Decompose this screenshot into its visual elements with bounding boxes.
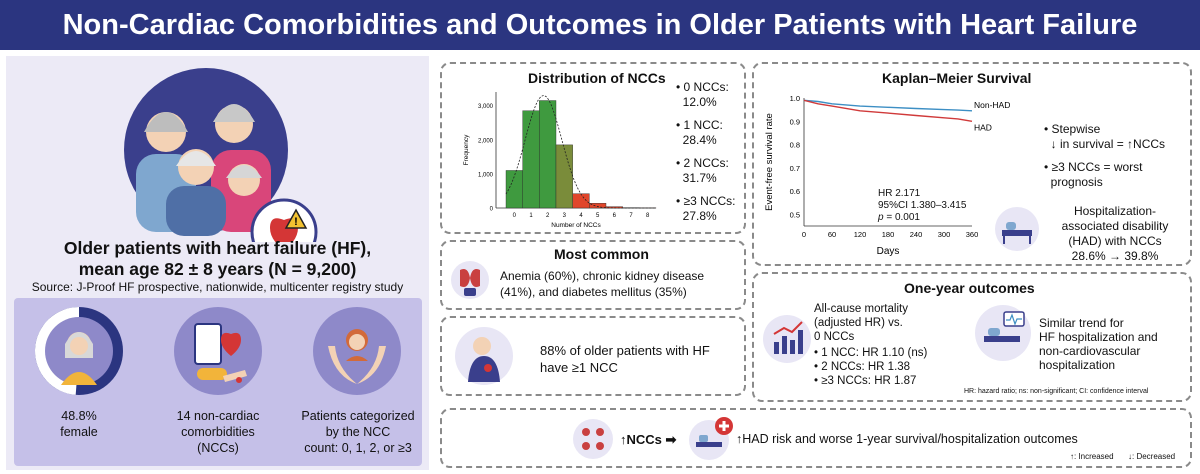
svg-text:!: ! [294,216,298,228]
x-tick-label: 0 [802,230,806,239]
y-tick-label: 1.0 [790,94,800,103]
elderly-patients-illustration: ! [124,68,318,242]
y-tick-label: 2,000 [478,138,494,144]
organs-small-icon [573,419,613,459]
legend-decreased: ↓: Decreased [1128,452,1176,461]
legend-label-had: HAD [974,122,992,132]
y-tick-label: 0.7 [790,164,800,173]
histogram-bar [522,110,540,209]
headline-line-2: mean age 82 ± 8 years (N = 9,200) [78,259,357,279]
trend-text: Similar trend for HF hospitalization and n… [1039,316,1158,372]
source-text: Source: J-Proof HF prospective, nationwi… [31,280,404,294]
organs-icon [451,261,489,299]
km-bullets: • Stepwise ↓ in survival = ↑NCCs • ≥3 NC… [1044,122,1166,189]
histogram-bar [572,193,590,209]
x-tick-label: 2 [546,213,550,219]
left-panel: ! Older patients with heart failure (HF)… [6,56,429,470]
distribution-title: Distribution of NCCs [528,70,666,86]
outcomes-box: One-year outcomes All-cause mortality (ad… [752,272,1192,402]
page-title: Non-Cardiac Comorbidities and Outcomes i… [0,0,1200,50]
had-hospital-icon [689,417,733,460]
survival-line-had [803,99,973,122]
histogram-bar [589,203,607,209]
x-tick-label: 7 [629,213,633,219]
distribution-bullets: • 0 NCCs: 12.0% • 1 NCC: 28.4% • 2 NCCs:… [676,80,746,224]
y-tick-label: 1,000 [478,172,494,178]
mortality-bar-icon [763,315,811,363]
headline-line-1: Older patients with heart failure (HF), [63,238,372,258]
y-tick-label: 3,000 [478,104,494,110]
x-tick-label: 6 [613,213,617,219]
prevalence-box: 88% of older patients with HF have ≥1 NCC [440,316,746,396]
patient-chest-pain-icon [455,327,513,385]
stat-category-text: Patients categorized by the NCC count: 0, … [301,409,415,455]
bullet-1: • 1 NCC: 28.4% [676,118,723,147]
hospitalization-icon [975,305,1031,361]
x-axis-label: Number of NCCs [551,222,601,229]
most-common-title: Most common [554,246,649,262]
y-tick-label: 0.5 [790,210,800,219]
x-tick-label: 300 [938,230,951,239]
x-tick-label: 5 [596,213,600,219]
km-stats: HR 2.171 95%CI 1.380–3.415 p = 0.001 [878,188,967,223]
y-axis-label: Event-free survival rate [764,113,775,211]
x-tick-label: 240 [910,230,923,239]
patient-hands-icon [313,307,401,395]
most-common-box: Most common Anemia (60%), chronic kidney… [440,240,746,310]
legend-increased: ↑: Increased [1070,452,1114,461]
x-tick-label: 360 [966,230,979,239]
histogram-bar [555,144,573,209]
summary-box: ↑NCCs ➡ ↑HAD risk and worse 1-year survi… [440,408,1192,468]
x-tick-label: 60 [828,230,836,239]
stats-panel: 48.8% female 14 non-cardiac comorbidities(… [14,298,422,466]
female-donut-chart [34,307,123,395]
distribution-box: Distribution of NCCs 0 1,000 2,000 3,000 0 1 2… [440,62,746,234]
survival-line-non-had [803,99,973,112]
hospital-bed-icon [995,207,1039,251]
x-tick-label: 1 [529,213,533,219]
result-text: ↑HAD risk and worse 1-year survival/hosp… [736,432,1078,446]
ncc-histogram: 0 1,000 2,000 3,000 0 1 2 3 4 5 6 7 8 Number of NCCs F… [463,92,657,229]
outcomes-title: One-year outcomes [904,280,1035,296]
x-tick-label: 3 [563,213,567,219]
stat-female-text: 48.8% female [60,409,98,439]
ncc-arrow-text: ↑NCCs ➡ [620,432,677,447]
mortality-text: All-cause mortality (adjusted HR) vs. 0 NC… [814,303,928,387]
had-text: Hospitalization-associated disability (HA… [1061,204,1169,263]
y-tick-label: 0 [490,207,494,213]
comorbidities-icon [174,307,262,395]
legend-label-non-had: Non-HAD [974,100,1010,110]
bullet-3: • ≥3 NCCs: 27.8% [676,194,736,223]
prevalence-text: 88% of older patients with HF have ≥1 NCC [540,343,710,375]
y-tick-label: 0.8 [790,141,800,150]
x-tick-label: 8 [646,213,650,219]
x-tick-label: 180 [882,230,895,239]
bullet-0: • 0 NCCs: 12.0% [676,80,729,109]
x-tick-label: 0 [513,213,517,219]
y-axis-label: Frequency [463,134,470,165]
density-curve [505,94,656,209]
abbreviations-footnote: HR: hazard ratio; ns: non-significant; C… [964,388,1149,395]
bullet-2: • 2 NCCs: 31.7% [676,156,729,185]
km-box: Kaplan–Meier Survival 0.5 0.6 0.7 0.8 0.9 1.0… [752,62,1192,266]
y-tick-label: 0.9 [790,117,800,126]
stat-ncc-text: 14 non-cardiac comorbidities (NCCs) [176,409,260,455]
x-tick-label: 120 [854,230,867,239]
histogram-bar [539,100,557,209]
km-survival-chart: 0.5 0.6 0.7 0.8 0.9 1.0 0 60 120 180 240 300 360 Non-… [764,94,1010,257]
x-tick-label: 4 [579,213,583,219]
km-title: Kaplan–Meier Survival [882,70,1032,86]
x-axis-label: Days [877,246,900,257]
most-common-text: Anemia (60%), chronic kidney disease (41%… [500,269,705,299]
y-tick-label: 0.6 [790,187,800,196]
